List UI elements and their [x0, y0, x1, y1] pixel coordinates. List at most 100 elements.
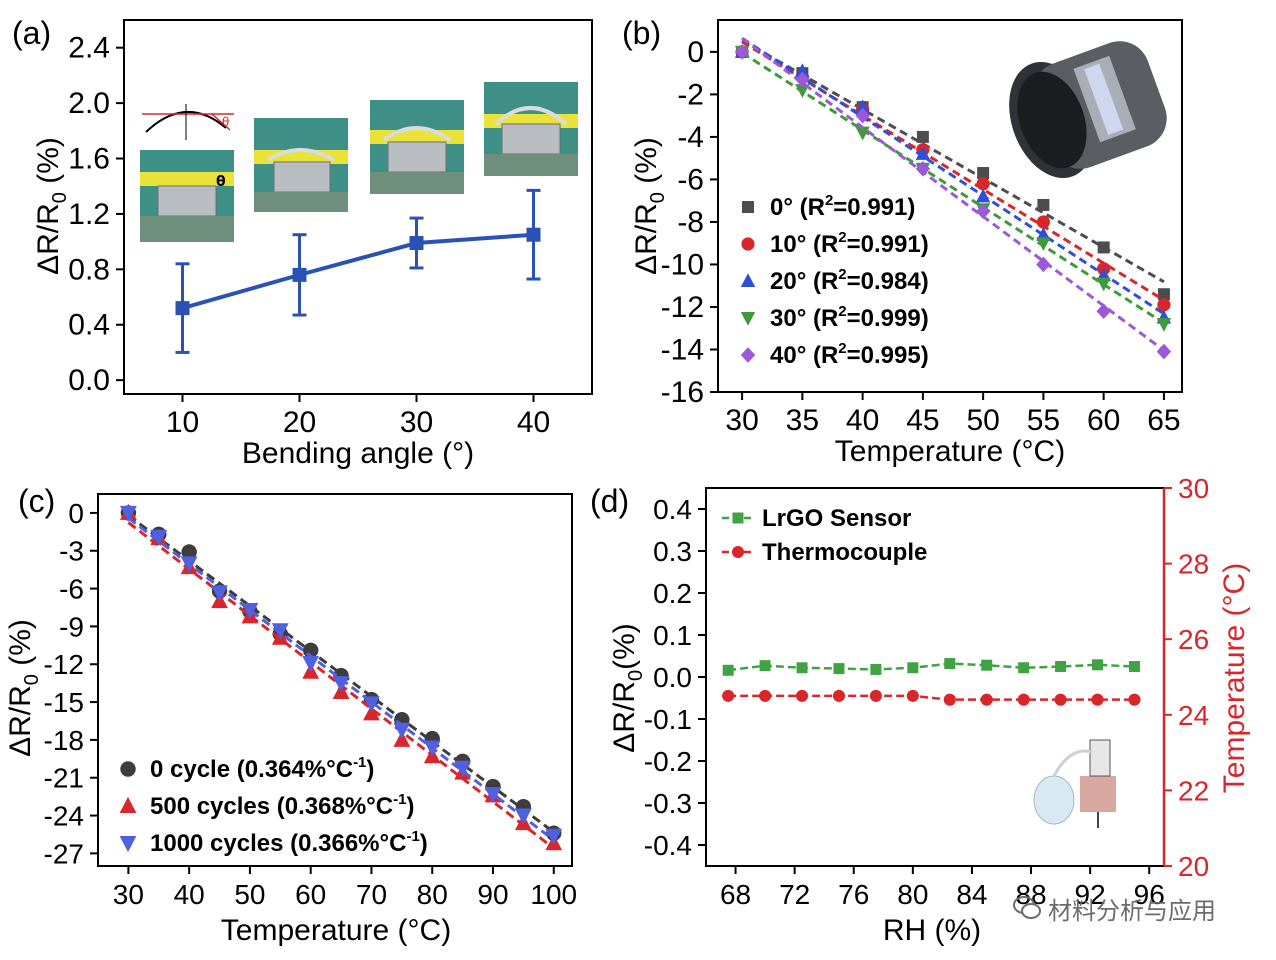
panel-c-ylabel: ΔR/R0 (%) [4, 619, 43, 757]
data-point [1157, 288, 1170, 301]
y-tick-label: -12 [661, 291, 704, 324]
data-point [833, 663, 845, 675]
y-tick-label: -3 [59, 536, 84, 567]
data-point [855, 107, 870, 124]
x-tick-label: 50 [234, 879, 265, 910]
data-point [180, 556, 198, 573]
data-point [795, 84, 810, 98]
legend-marker [731, 545, 745, 559]
y-tick-label: -0.3 [644, 788, 692, 819]
inset-theta-label: θ [216, 174, 226, 190]
x-tick-label: 72 [779, 879, 810, 910]
panel-b-xlabel: Temperature (°C) [835, 435, 1065, 468]
data-point [832, 689, 846, 702]
x-tick-label: 55 [1027, 404, 1060, 437]
legend-label: Thermocouple [762, 539, 927, 566]
data-point [722, 689, 735, 702]
y-tick-label: -0.4 [644, 830, 692, 861]
photo-10deg: θ [140, 150, 234, 242]
data-point [975, 203, 991, 220]
data-point [1096, 303, 1111, 320]
y-tick-label: 0.1 [653, 620, 692, 651]
y-right-tick-label: 30 [1178, 473, 1209, 504]
y-tick-label: 1.6 [68, 143, 110, 176]
legend-marker [740, 312, 756, 326]
sensor-on-cylinder-photo [1009, 41, 1167, 179]
x-tick-label: 68 [720, 879, 751, 910]
data-point [795, 71, 810, 88]
y-tick-label: 2.0 [68, 87, 110, 120]
x-tick-label: 76 [838, 879, 869, 910]
panel-c-plot-frame [97, 493, 573, 867]
fit-line [741, 37, 1165, 352]
x-tick-label: 70 [356, 879, 387, 910]
panel-a-xlabel: Bending angle (°) [242, 437, 474, 470]
y-tick-label: -4 [677, 121, 704, 154]
x-tick-label: 45 [906, 404, 939, 437]
data-point [119, 505, 137, 523]
y-tick-label: -24 [44, 801, 84, 832]
data-point [907, 662, 919, 674]
legend-label: 0 cycle (0.364%°C-1) [150, 754, 374, 783]
data-point [1037, 198, 1050, 211]
y-tick-label: 0.0 [68, 364, 110, 397]
y-tick-label: -6 [677, 163, 704, 196]
x-tick-label: 80 [897, 879, 928, 910]
legend-label: LrGO Sensor [762, 505, 911, 532]
data-point [271, 623, 289, 640]
data-point [796, 662, 808, 674]
legend-label: 0° (R2=0.991) [770, 192, 915, 221]
panel-a-insets: θ θ [140, 82, 578, 242]
data-point [302, 655, 320, 673]
data-point [795, 63, 810, 78]
x-tick-label: 35 [786, 404, 819, 437]
panel-d-ylabel-right: Temperature (°C) [1218, 563, 1251, 793]
photo-40deg [484, 82, 578, 176]
y-tick-label: -18 [44, 725, 84, 756]
data-point [980, 693, 993, 706]
data-point [1092, 659, 1104, 671]
panel-c-label: (c) [18, 483, 55, 519]
y-tick-label: -2 [677, 78, 704, 111]
legend-marker [740, 347, 756, 363]
panel-b-legend: 0° (R2=0.991) 10° (R2=0.991) 20° (R2=0.984… [740, 192, 929, 369]
legend-label: 20° (R2=0.984) [770, 266, 929, 295]
data-point [906, 689, 919, 702]
data-point [976, 177, 990, 191]
legend-marker [119, 796, 137, 813]
panel-c-y-ticks: 0 -3 -6 -9 -12 -15 -18 -21 -24 -27 [44, 498, 98, 869]
legend-marker [740, 273, 756, 287]
data-point [363, 696, 380, 713]
y-right-tick-label: 26 [1178, 624, 1209, 655]
photo-30deg [370, 100, 464, 194]
data-point [211, 585, 228, 602]
bending-angle-sketch: θ [142, 104, 234, 140]
data-point [855, 126, 870, 141]
x-tick-label: 84 [956, 879, 987, 910]
series-line [728, 662, 1135, 672]
x-tick-label: 100 [530, 879, 577, 910]
panel-d-data [722, 658, 1141, 706]
x-tick-label: 65 [1147, 404, 1180, 437]
data-point [977, 167, 990, 180]
x-tick-label: 96 [1134, 879, 1165, 910]
data-point [181, 544, 197, 560]
y-tick-label: 0.4 [68, 309, 110, 342]
y-tick-label: 2.4 [68, 32, 110, 65]
data-point [393, 722, 411, 739]
data-point [526, 227, 541, 242]
x-tick-label: 60 [295, 879, 326, 910]
data-point [514, 808, 532, 825]
data-point [1054, 693, 1067, 706]
fit-line [127, 514, 555, 834]
panel-d-x-ticks: 68 72 76 80 84 88 92 96 [720, 866, 1165, 910]
legend-label: 40° (R2=0.995) [770, 340, 929, 369]
data-point [916, 130, 929, 143]
y-tick-label: -14 [661, 333, 704, 366]
photo-20deg [254, 118, 348, 212]
data-point [1017, 693, 1030, 706]
data-point [1036, 256, 1051, 273]
legend-label: 30° (R2=0.999) [770, 303, 929, 332]
data-point [292, 267, 307, 282]
data-point [1156, 317, 1172, 332]
